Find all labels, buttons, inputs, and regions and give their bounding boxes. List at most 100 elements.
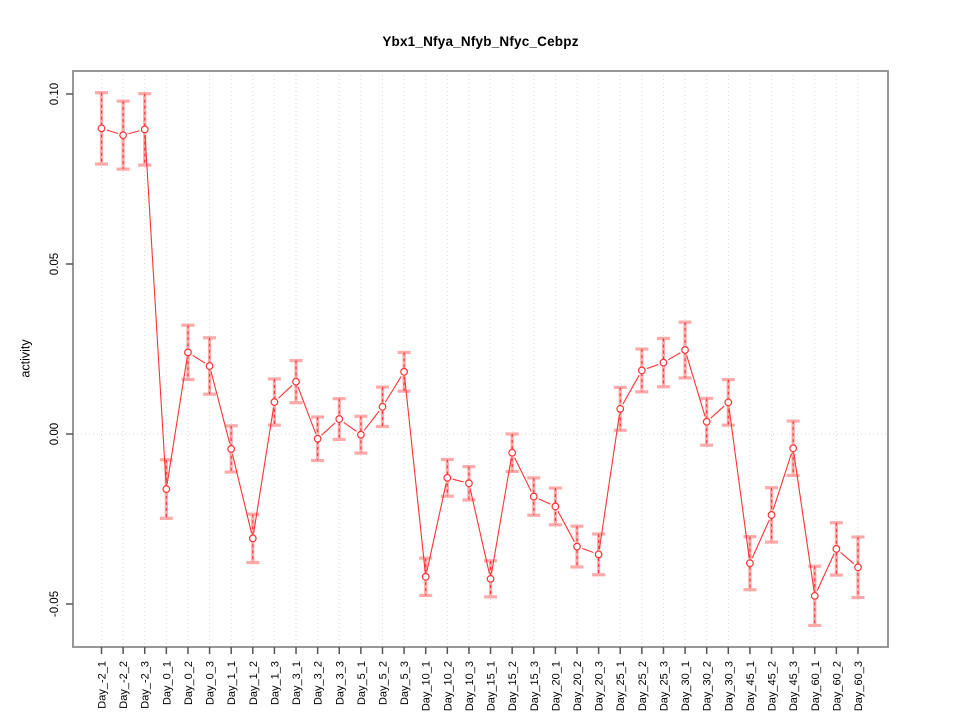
data-point xyxy=(313,434,322,443)
x-tick-label: Day_3_2 xyxy=(313,661,325,705)
series-line-segment xyxy=(538,498,551,505)
data-point xyxy=(573,542,581,551)
x-tick-label: Day_45_3 xyxy=(788,661,800,711)
y-tick-label: 0.05 xyxy=(49,253,61,275)
data-point xyxy=(724,398,733,407)
x-tick-label: Day_30_3 xyxy=(723,661,735,711)
series-line-segment xyxy=(816,553,835,592)
data-point xyxy=(832,545,841,553)
x-tick-label: Day_0_3 xyxy=(205,661,217,705)
series-line-segment xyxy=(144,134,167,484)
x-tick-label: Day_30_2 xyxy=(702,661,714,711)
series-line-segment xyxy=(622,374,640,405)
data-point xyxy=(551,502,560,511)
x-tick-label: Day_-2_2 xyxy=(118,661,130,709)
x-tick-label: Day_10_3 xyxy=(464,661,476,711)
x-tick-label: Day_5_1 xyxy=(356,661,368,705)
data-point xyxy=(421,572,430,581)
y-tick-label: 0.10 xyxy=(49,83,61,105)
series-line-segment xyxy=(581,547,594,554)
series-line-segment xyxy=(514,457,532,492)
series-line-segment xyxy=(490,458,512,574)
x-tick-label: Day_1_2 xyxy=(248,661,260,705)
series-line-segment xyxy=(728,407,750,558)
data-point xyxy=(702,417,711,426)
data-point xyxy=(810,591,819,600)
series-line-segment xyxy=(253,407,275,534)
data-point xyxy=(746,559,754,568)
series-line-segment xyxy=(384,376,402,403)
series-line-segment xyxy=(404,377,426,572)
x-tick-label: Day_25_3 xyxy=(658,661,670,711)
series-line-segment xyxy=(278,385,293,399)
x-tick-label: Day_15_1 xyxy=(486,661,498,711)
data-point xyxy=(97,124,106,133)
x-tick-label: Day_60_2 xyxy=(831,661,843,711)
x-tick-label: Day_5_2 xyxy=(377,661,389,705)
data-point xyxy=(637,366,646,375)
data-point xyxy=(119,131,128,140)
series-line-segment xyxy=(598,414,620,550)
series-line-segment xyxy=(710,405,725,419)
series-line-segment xyxy=(557,511,575,542)
series-line-segment xyxy=(128,130,140,135)
x-tick-label: Day_3_1 xyxy=(291,661,303,705)
series-line-segment xyxy=(210,371,231,444)
chart-title: Ybx1_Nfya_Nfyb_Nfyc_Cebpz xyxy=(382,34,579,49)
series-line-segment xyxy=(686,355,706,417)
x-tick-label: Day_45_1 xyxy=(745,661,757,711)
x-tick-label: Day_3_3 xyxy=(334,661,346,705)
x-tick-label: Day_30_1 xyxy=(680,661,692,711)
data-point xyxy=(270,398,279,406)
data-point xyxy=(378,402,387,411)
data-point xyxy=(292,377,300,386)
data-point xyxy=(184,348,192,357)
plot-border xyxy=(72,70,889,648)
data-point xyxy=(443,473,452,482)
x-tick-label: Day_15_3 xyxy=(529,661,541,711)
data-point xyxy=(659,358,668,367)
x-tick-label: Day_25_2 xyxy=(637,661,649,711)
series-line-segment xyxy=(231,454,253,534)
data-point xyxy=(140,125,149,134)
series-line-segment xyxy=(840,552,855,565)
data-point xyxy=(789,444,798,453)
series-line-segment xyxy=(646,363,659,370)
data-point xyxy=(162,485,171,493)
data-point xyxy=(681,346,689,354)
data-point xyxy=(767,511,776,519)
data-point xyxy=(854,563,862,572)
x-tick-label: Day_60_1 xyxy=(810,661,822,711)
x-tick-label: Day_15_2 xyxy=(507,661,519,711)
series-line-segment xyxy=(667,352,681,361)
data-point xyxy=(400,367,408,376)
series-line-segment xyxy=(192,354,206,364)
x-tick-label: Day_-2_1 xyxy=(97,661,109,709)
x-tick-label: Day_1_1 xyxy=(226,661,238,705)
data-point xyxy=(508,448,517,457)
x-tick-label: Day_10_1 xyxy=(421,661,433,711)
data-point xyxy=(594,550,603,559)
series-line-segment xyxy=(363,410,380,431)
data-point xyxy=(205,362,214,370)
series-line-segment xyxy=(343,421,357,432)
data-point xyxy=(335,415,344,423)
y-tick-label: -0.05 xyxy=(49,591,61,617)
y-tick-label: 0.00 xyxy=(49,423,61,445)
series-line-segment xyxy=(297,386,317,434)
series-line-segment xyxy=(166,357,188,484)
data-point xyxy=(465,479,473,488)
x-tick-label: Day_25_1 xyxy=(615,661,627,711)
x-tick-label: Day_-2_3 xyxy=(140,661,152,709)
data-point xyxy=(356,430,365,439)
data-point xyxy=(529,492,538,501)
series-line-segment xyxy=(751,519,770,559)
series-line-segment xyxy=(793,453,815,591)
series-line-segment xyxy=(469,488,490,574)
x-tick-label: Day_0_2 xyxy=(183,661,195,705)
x-tick-label: Day_60_3 xyxy=(853,661,865,711)
y-axis-label: activity xyxy=(18,339,33,378)
x-tick-label: Day_10_2 xyxy=(442,661,454,711)
